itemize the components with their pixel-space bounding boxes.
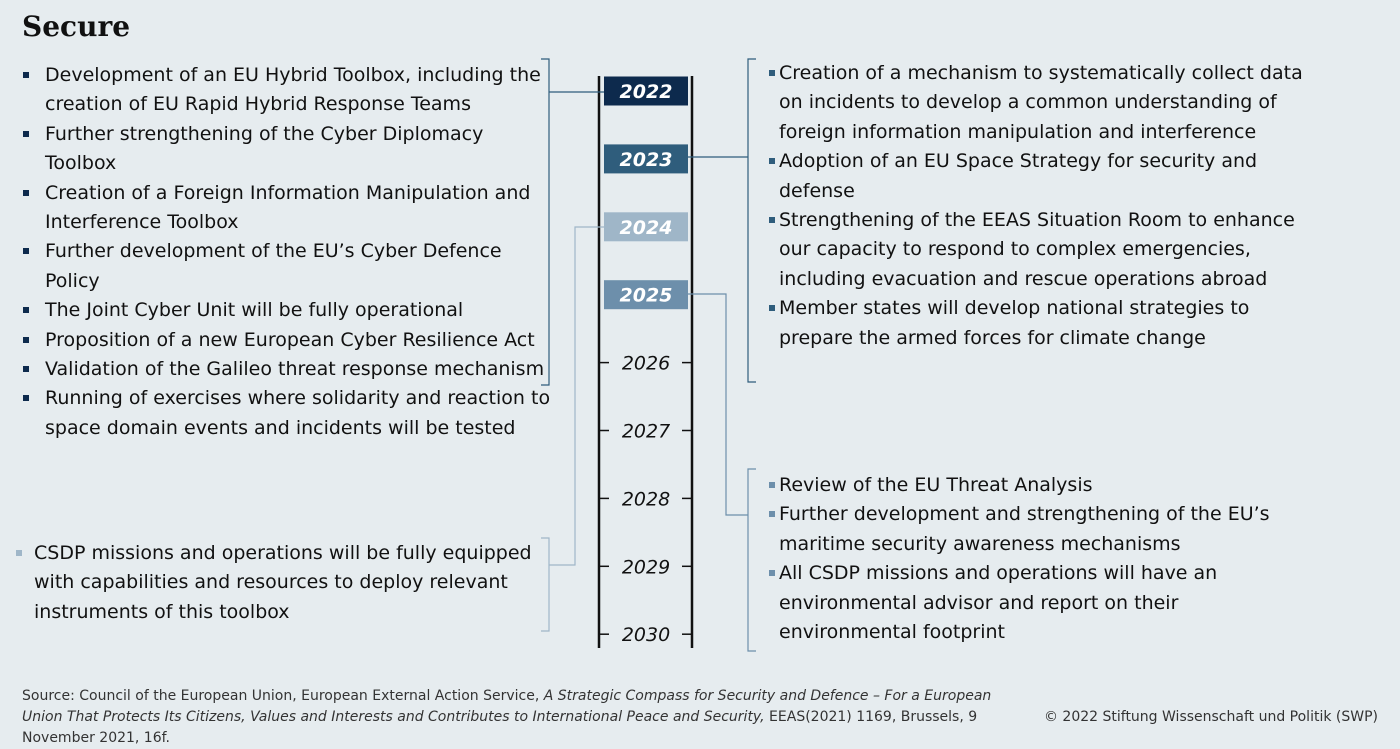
year-label-2024: 2024 (620, 217, 673, 239)
list-item: Creation of a mechanism to systematicall… (769, 59, 1309, 147)
list-item: All CSDP missions and operations will ha… (769, 559, 1309, 647)
source-note: Source: Council of the European Union, E… (22, 686, 1022, 749)
year-box-2022 (604, 76, 688, 106)
year-label-2025: 2025 (620, 285, 673, 307)
list-item: Strengthening of the EEAS Situation Room… (769, 206, 1309, 294)
list-2024: CSDP missions and operations will be ful… (16, 539, 534, 627)
list-item: Adoption of an EU Space Strategy for sec… (769, 147, 1309, 206)
list-2023: Creation of a mechanism to systematicall… (769, 59, 1309, 353)
year-label-2030: 2030 (622, 624, 670, 646)
year-label-2023: 2023 (620, 149, 673, 171)
year-box-2024 (604, 212, 688, 242)
connector-2022 (541, 58, 604, 386)
year-label-2029: 2029 (622, 556, 670, 578)
year-label-2027: 2027 (622, 421, 670, 443)
list-item: Running of exercises where solidarity an… (23, 384, 555, 443)
page-title: Secure (22, 10, 131, 43)
year-box-2025 (604, 280, 688, 310)
source-prefix: Source: Council of the European Union, E… (22, 688, 544, 704)
list-item: Creation of a Foreign Information Manipu… (23, 179, 555, 238)
list-2025: Review of the EU Threat Analysis Further … (769, 471, 1309, 647)
list-item: Development of an EU Hybrid Toolbox, inc… (23, 61, 555, 120)
list-item: Further development of the EU’s Cyber De… (23, 237, 555, 296)
year-label-2028: 2028 (622, 488, 670, 510)
year-markers: 2022 2023 2024 2025 2026 2027 2028 2029 2030 (599, 76, 692, 646)
year-box-2023 (604, 144, 688, 174)
connector-2024 (541, 226, 604, 632)
list-item: The Joint Cyber Unit will be fully opera… (23, 296, 555, 325)
list-item: Review of the EU Threat Analysis (769, 471, 1309, 500)
list-item: Proposition of a new European Cyber Resi… (23, 326, 555, 355)
list-item: CSDP missions and operations will be ful… (16, 539, 534, 627)
list-item: Member states will develop national stra… (769, 294, 1309, 353)
year-label-2026: 2026 (622, 353, 670, 375)
source-title: A Strategic Compass for Security and Def… (22, 688, 992, 725)
list-item: Further strengthening of the Cyber Diplo… (23, 120, 555, 179)
list-2022: Development of an EU Hybrid Toolbox, inc… (23, 61, 555, 443)
list-item: Further development and strengthening of… (769, 500, 1309, 559)
copyright: © 2022 Stiftung Wissenschaft und Politik… (1043, 709, 1378, 725)
year-label-2022: 2022 (620, 81, 673, 103)
connector-2025 (688, 293, 756, 652)
list-item: Validation of the Galileo threat respons… (23, 355, 555, 384)
connector-2023 (688, 58, 756, 383)
